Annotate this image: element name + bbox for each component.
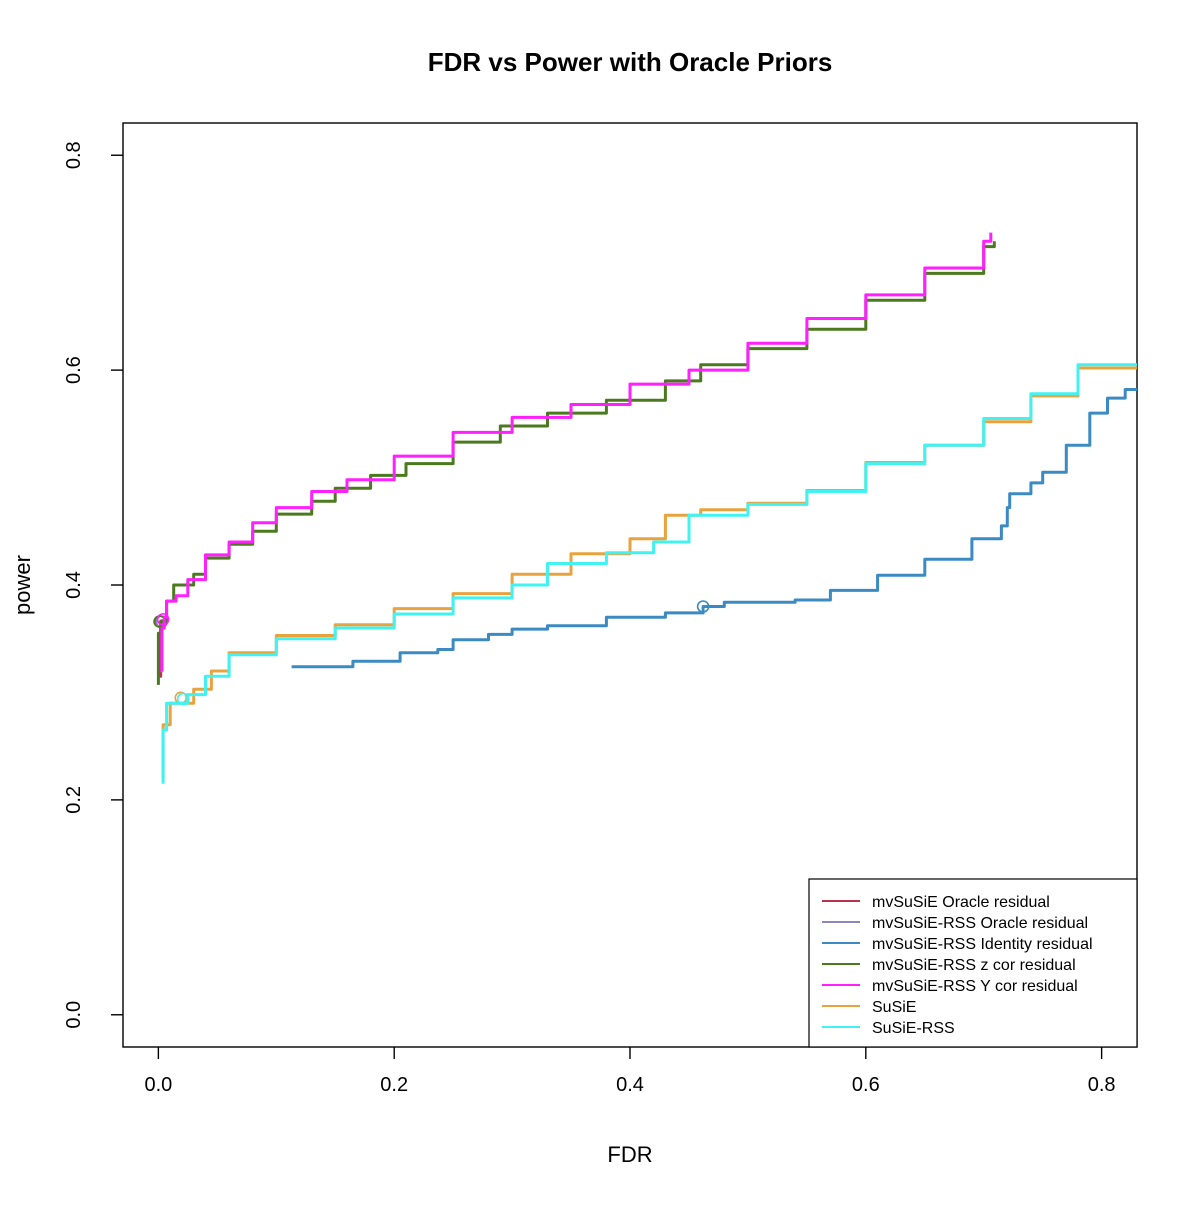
x-tick-label: 0.8	[1088, 1074, 1116, 1096]
series-line-mvsusie-rss-identity-residual	[291, 388, 1137, 669]
legend-label: mvSuSiE-RSS Y cor residual	[872, 978, 1078, 995]
series-line-mvsusie-rss-y-cor-residual	[160, 232, 993, 671]
legend-label: mvSuSiE Oracle residual	[872, 894, 1050, 911]
y-axis-label: power	[10, 555, 35, 615]
legend-box	[808, 878, 1138, 1048]
y-axis: 0.0 0.2 0.4 0.6 0.8	[63, 141, 123, 1029]
x-tick-label: 0.6	[852, 1074, 880, 1096]
legend-label: mvSuSiE-RSS Oracle residual	[872, 915, 1088, 932]
y-tick-label: 0.4	[63, 571, 85, 599]
series-line-susie	[161, 366, 1137, 780]
legend-label: mvSuSiE-RSS z cor residual	[872, 957, 1076, 974]
x-axis-label: FDR	[607, 1142, 652, 1167]
series-marker-susie-rss	[176, 692, 190, 706]
y-tick-label: 0.8	[63, 141, 85, 169]
x-tick-label: 0.2	[380, 1074, 408, 1096]
legend-label: SuSiE-RSS	[872, 1020, 955, 1037]
y-tick-label: 0.0	[63, 1001, 85, 1029]
legend-label: mvSuSiE-RSS Identity residual	[872, 936, 1093, 953]
series-line-susie-rss	[161, 363, 1137, 784]
y-tick-label: 0.6	[63, 356, 85, 384]
series-layer	[153, 232, 1137, 784]
legend: mvSuSiE Oracle residual mvSuSiE-RSS Oracl…	[808, 878, 1138, 1048]
x-tick-label: 0.4	[616, 1074, 644, 1096]
x-axis: 0.0 0.2 0.4 0.6 0.8	[144, 1047, 1116, 1096]
series-marker-mvsusie-rss-identity-residual	[696, 600, 710, 613]
series-marker-mvsusie-rss-y-cor-residual	[156, 613, 170, 626]
legend-label: SuSiE	[872, 999, 916, 1016]
y-tick-label: 0.2	[63, 786, 85, 814]
x-tick-label: 0.0	[144, 1074, 172, 1096]
chart-title: FDR vs Power with Oracle Priors	[428, 47, 833, 77]
